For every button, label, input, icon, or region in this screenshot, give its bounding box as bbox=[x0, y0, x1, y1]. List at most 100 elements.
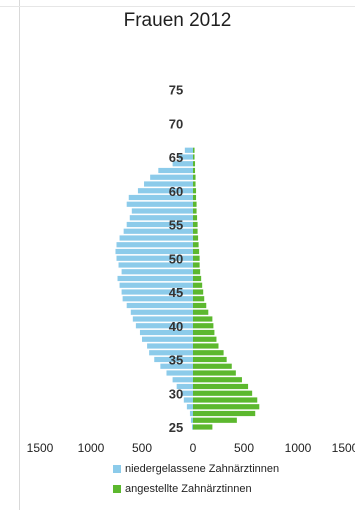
bar-angestellte-age-59 bbox=[193, 194, 197, 201]
frame-top-border bbox=[0, 6, 355, 7]
bar-angestellte-age-64 bbox=[193, 161, 196, 167]
bar-angestellte-age-42 bbox=[193, 309, 209, 315]
bar-niedergelassene-age-46 bbox=[119, 282, 193, 288]
age-label-30: 30 bbox=[169, 386, 183, 401]
bar-niedergelassene-age-64 bbox=[172, 161, 193, 167]
bar-angestellte-age-53 bbox=[193, 235, 199, 241]
bar-niedergelassene-age-28 bbox=[186, 404, 193, 410]
frame-left-border bbox=[19, 0, 20, 510]
bar-niedergelassene-age-29 bbox=[183, 397, 193, 403]
bar-niedergelassene-age-44 bbox=[122, 296, 193, 302]
bar-angestellte-age-63 bbox=[193, 167, 196, 174]
age-tick-labels: 25 30 35 40 45 50 55 60 65 70 75 bbox=[169, 83, 183, 436]
bar-angestellte-age-29 bbox=[193, 397, 258, 403]
bar-niedergelassene-age-33 bbox=[166, 370, 193, 376]
bar-angestellte-age-48 bbox=[193, 269, 201, 275]
bar-niedergelassene-age-25 bbox=[191, 424, 193, 430]
age-label-60: 60 bbox=[169, 184, 183, 199]
bar-niedergelassene-age-35 bbox=[154, 356, 193, 363]
bar-niedergelassene-age-61 bbox=[144, 181, 193, 187]
bar-angestellte-age-37 bbox=[193, 343, 219, 349]
bar-angestellte-age-46 bbox=[193, 282, 203, 288]
bar-angestellte-age-51 bbox=[193, 248, 200, 255]
bar-niedergelassene-age-58 bbox=[126, 201, 193, 207]
chart-title: Frauen 2012 bbox=[123, 10, 232, 31]
bar-niedergelassene-age-60 bbox=[137, 188, 193, 194]
bar-angestellte-age-49 bbox=[193, 262, 200, 268]
bar-angestellte-age-40 bbox=[193, 323, 214, 329]
bar-angestellte-age-61 bbox=[193, 181, 196, 187]
bar-niedergelassene-age-34 bbox=[160, 363, 193, 369]
bar-niedergelassene-age-62 bbox=[150, 174, 193, 180]
age-label-65: 65 bbox=[169, 150, 183, 165]
age-label-50: 50 bbox=[169, 251, 183, 266]
bar-niedergelassene-age-66 bbox=[184, 147, 193, 153]
x-tick-label-1: 1000 bbox=[78, 441, 105, 455]
bar-angestellte-age-43 bbox=[193, 302, 207, 309]
bar-niedergelassene-age-57 bbox=[131, 208, 193, 214]
bar-angestellte-age-44 bbox=[193, 296, 205, 302]
bar-angestellte-age-38 bbox=[193, 336, 217, 342]
bar-niedergelassene-age-27 bbox=[189, 410, 193, 417]
bar-niedergelassene-age-49 bbox=[118, 262, 193, 268]
bar-angestellte-age-57 bbox=[193, 208, 197, 214]
bar-niedergelassene-age-51 bbox=[115, 248, 193, 255]
bar-niedergelassene-age-63 bbox=[158, 167, 193, 174]
bar-niedergelassene-age-50 bbox=[116, 255, 193, 261]
bar-angestellte-age-31 bbox=[193, 383, 249, 390]
bar-angestellte-age-33 bbox=[193, 370, 236, 376]
bar-angestellte-age-62 bbox=[193, 174, 196, 180]
bar-niedergelassene-age-42 bbox=[130, 309, 193, 315]
bar-angestellte-age-55 bbox=[193, 221, 198, 228]
age-label-40: 40 bbox=[169, 319, 183, 334]
x-tick-labels: 1500 1000 500 0 500 1000 1500 bbox=[27, 441, 355, 455]
bar-angestellte-age-56 bbox=[193, 215, 198, 221]
bar-niedergelassene-age-47 bbox=[117, 275, 193, 282]
bar-niedergelassene-age-40 bbox=[135, 323, 193, 329]
bar-niedergelassene-age-56 bbox=[129, 215, 193, 221]
bar-niedergelassene-age-53 bbox=[119, 235, 193, 241]
bar-angestellte-age-50 bbox=[193, 255, 200, 261]
bar-niedergelassene-age-26 bbox=[190, 417, 193, 423]
bar-angestellte-age-39 bbox=[193, 329, 215, 336]
age-label-45: 45 bbox=[169, 285, 183, 300]
bar-niedergelassene-age-59 bbox=[128, 194, 193, 201]
bar-angestellte-age-60 bbox=[193, 188, 197, 194]
bar-angestellte-age-30 bbox=[193, 390, 253, 396]
bar-angestellte-age-25 bbox=[193, 424, 213, 430]
bar-angestellte-age-35 bbox=[193, 356, 227, 363]
bar-niedergelassene-age-65 bbox=[178, 154, 193, 160]
legend-item-angestellte: angestellte Zahnärztinnen bbox=[113, 482, 252, 496]
legend-swatch-angestellte bbox=[113, 485, 121, 493]
age-label-35: 35 bbox=[169, 353, 183, 368]
bars-angestellte bbox=[193, 147, 260, 430]
bar-niedergelassene-age-30 bbox=[180, 390, 193, 396]
bar-angestellte-age-54 bbox=[193, 228, 198, 234]
bar-niedergelassene-age-55 bbox=[126, 221, 193, 228]
bar-niedergelassene-age-32 bbox=[172, 377, 193, 383]
age-label-75: 75 bbox=[169, 83, 183, 98]
bar-niedergelassene-age-31 bbox=[176, 383, 193, 390]
bar-angestellte-age-32 bbox=[193, 377, 242, 383]
bar-angestellte-age-47 bbox=[193, 275, 202, 282]
bars-niedergelassene bbox=[115, 147, 193, 430]
bar-angestellte-age-45 bbox=[193, 289, 204, 295]
age-label-55: 55 bbox=[169, 218, 183, 233]
age-label-70: 70 bbox=[169, 116, 183, 131]
bar-niedergelassene-age-52 bbox=[116, 242, 193, 248]
x-tick-label-0: 1500 bbox=[27, 441, 54, 455]
legend-item-niedergelassene: niedergelassene Zahnärztinnen bbox=[113, 462, 279, 476]
bar-angestellte-age-66 bbox=[193, 147, 195, 153]
x-tick-label-4: 500 bbox=[234, 441, 254, 455]
bar-angestellte-age-41 bbox=[193, 316, 213, 322]
bar-angestellte-age-58 bbox=[193, 201, 197, 207]
bar-angestellte-age-52 bbox=[193, 242, 199, 248]
bar-niedergelassene-age-43 bbox=[126, 302, 193, 309]
bar-niedergelassene-age-36 bbox=[149, 350, 193, 356]
bar-niedergelassene-age-39 bbox=[139, 329, 193, 336]
bar-angestellte-age-34 bbox=[193, 363, 232, 369]
x-tick-label-6: 1500 bbox=[332, 441, 355, 455]
bar-niedergelassene-age-45 bbox=[121, 289, 193, 295]
